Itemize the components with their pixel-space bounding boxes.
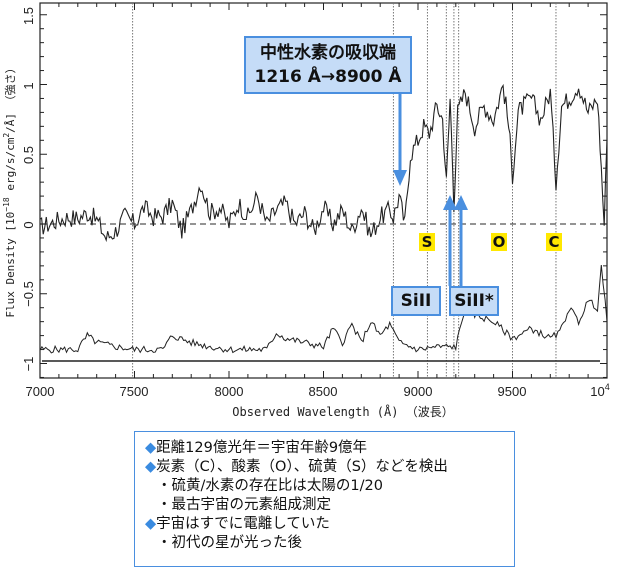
y-tick-neg1: −1 <box>21 357 36 372</box>
sill-star-label: SiII* <box>449 286 499 316</box>
diamond-bullet-icon: ◆ <box>145 516 157 532</box>
info-line-distance: ◆距離129億光年＝宇宙年齢9億年 <box>145 440 368 456</box>
summary-info-box: ◆距離129億光年＝宇宙年齢9億年 ◆炭素（C）、酸素（O）、硫黄（S）などを検… <box>134 431 515 567</box>
hi-edge-arrowhead-icon <box>393 170 407 186</box>
x-tick-8500: 8500 <box>309 384 338 399</box>
error-spectrum-line <box>39 265 608 354</box>
element-badge-o: O <box>491 233 507 251</box>
x-tick-9500: 9500 <box>498 384 527 399</box>
x-tick-7000: 7000 <box>26 384 55 399</box>
diamond-bullet-icon: ◆ <box>145 440 157 456</box>
sill-arrowhead-icon <box>443 195 457 210</box>
info-line-oldest-composition: ・最古宇宙の元素組成測定 <box>157 497 331 513</box>
sill-star-arrowhead-icon <box>454 195 468 210</box>
dot-bullet-icon: ・ <box>157 478 172 494</box>
spectrum-line <box>39 83 608 243</box>
diamond-bullet-icon: ◆ <box>145 459 157 475</box>
x-tick-7500: 7500 <box>120 384 149 399</box>
axis-ticks <box>39 3 608 378</box>
info-line-elements: ◆炭素（C）、酸素（O）、硫黄（S）などを検出 <box>145 459 448 475</box>
y-tick-0.5: 0.5 <box>21 146 36 164</box>
y-tick-1: 1 <box>21 82 36 89</box>
sill-label: SiII <box>391 286 441 316</box>
arrows <box>393 94 468 286</box>
dot-bullet-icon: ・ <box>157 535 172 551</box>
y-tick-1.5: 1.5 <box>21 7 36 25</box>
y-axis-label: Flux Density [10−18 erg/s/cm2/Å] （強さ） <box>2 62 17 317</box>
x-tick-8000: 8000 <box>215 384 244 399</box>
element-badge-s: S <box>419 233 435 251</box>
x-tick-10000: 104 <box>590 382 609 399</box>
y-tick-0: 0 <box>21 221 36 228</box>
element-badge-c: C <box>546 233 562 251</box>
y-tick-neg0.5: −0.5 <box>21 281 36 307</box>
callout-line-1: 中性水素の吸収端 <box>260 43 396 63</box>
hi-absorption-edge-callout: 中性水素の吸収端 1216 Å→8900 Å <box>244 36 412 94</box>
info-line-first-stars: ・初代の星が光った後 <box>157 535 302 551</box>
info-line-ionized: ◆宇宙はすでに電離していた <box>145 516 330 532</box>
x-axis-label: Observed Wavelength (Å) （波長） <box>232 404 453 419</box>
x-tick-labels: 7000 7500 8000 8500 9000 9500 104 <box>26 382 610 399</box>
y-tick-labels: 1.5 1 0.5 0 −0.5 −1 <box>21 7 36 371</box>
callout-line-2: 1216 Å→8900 Å <box>254 67 402 87</box>
dot-bullet-icon: ・ <box>157 497 172 513</box>
x-tick-9000: 9000 <box>404 384 433 399</box>
info-line-sulfur-ratio: ・硫黄/水素の存在比は太陽の1/20 <box>157 478 383 494</box>
